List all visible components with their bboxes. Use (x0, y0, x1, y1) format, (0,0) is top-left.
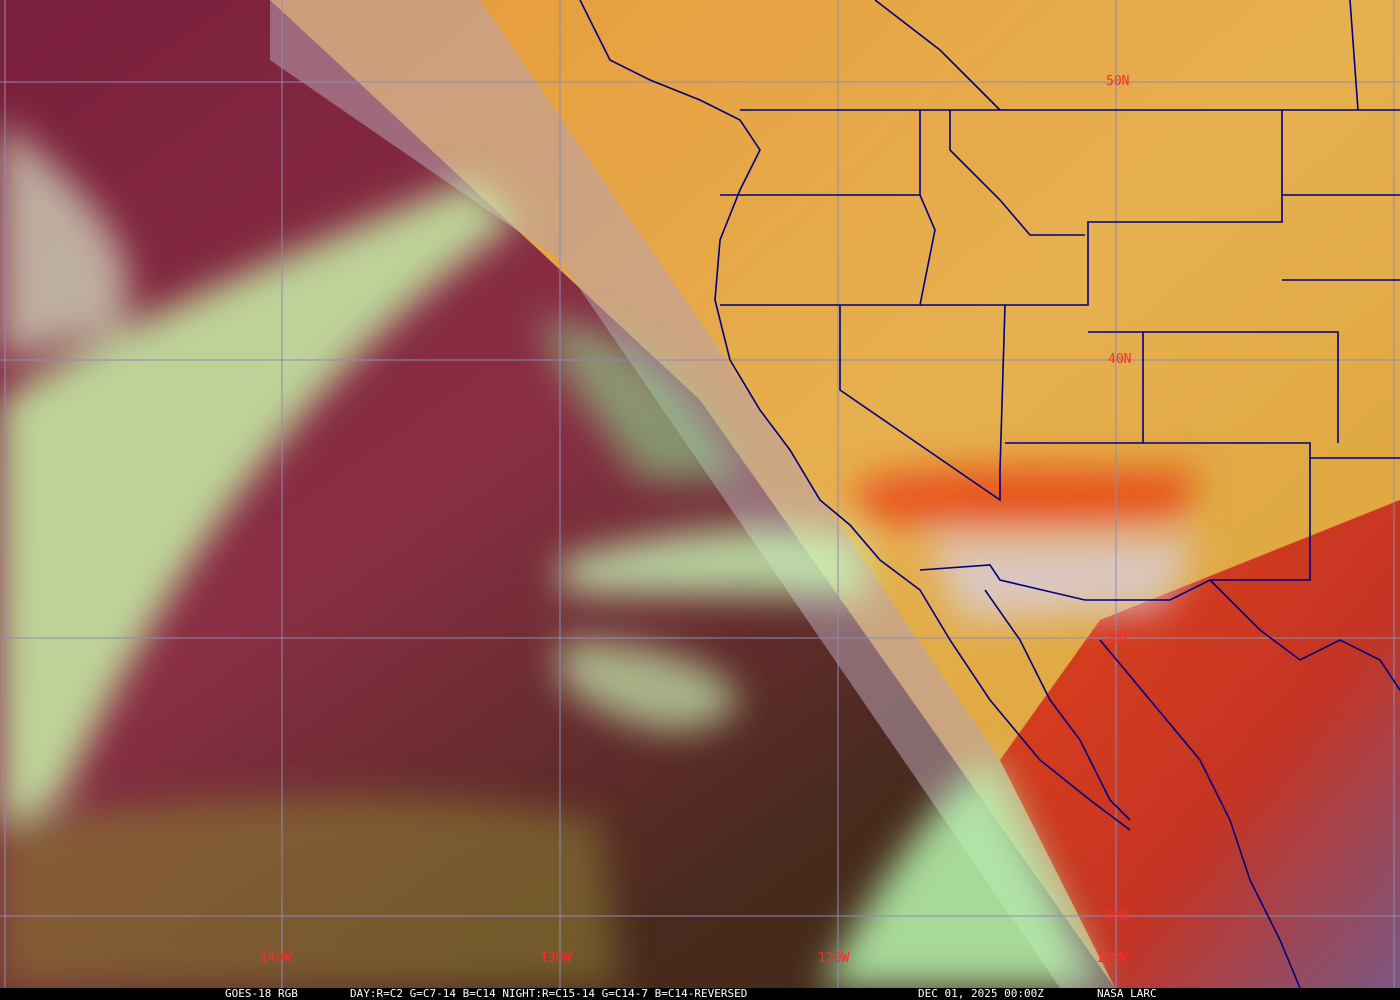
political-borders (579, 0, 1400, 988)
lat-label-40n: 40N (1108, 352, 1131, 367)
lat-label-50n: 50N (1106, 74, 1129, 89)
latitude-labels: 50N 40N 30N 20N (1104, 74, 1131, 923)
longitude-labels: 140W 130W 120W 110W (260, 951, 1127, 966)
lon-label-110w: 110W (1096, 951, 1127, 966)
caption-recipe: DAY:R=C2 G=C7-14 B=C14 NIGHT:R=C15-14 G=… (350, 987, 748, 1000)
image-caption-bar: GOES-18 RGB DAY:R=C2 G=C7-14 B=C14 NIGHT… (0, 988, 1400, 1000)
lat-label-20n: 20N (1104, 908, 1127, 923)
caption-credit: NASA LARC (1097, 987, 1157, 1000)
lat-label-30n: 30N (1104, 630, 1127, 645)
lon-label-140w: 140W (260, 951, 291, 966)
lon-label-120w: 120W (818, 951, 849, 966)
night-transition (270, 0, 1115, 988)
caption-satellite: GOES-18 RGB (225, 987, 298, 1000)
caption-timestamp: DEC 01, 2025 00:00Z (918, 987, 1044, 1000)
lon-label-130w: 130W (540, 951, 571, 966)
southern-cloud-region (1000, 500, 1400, 988)
